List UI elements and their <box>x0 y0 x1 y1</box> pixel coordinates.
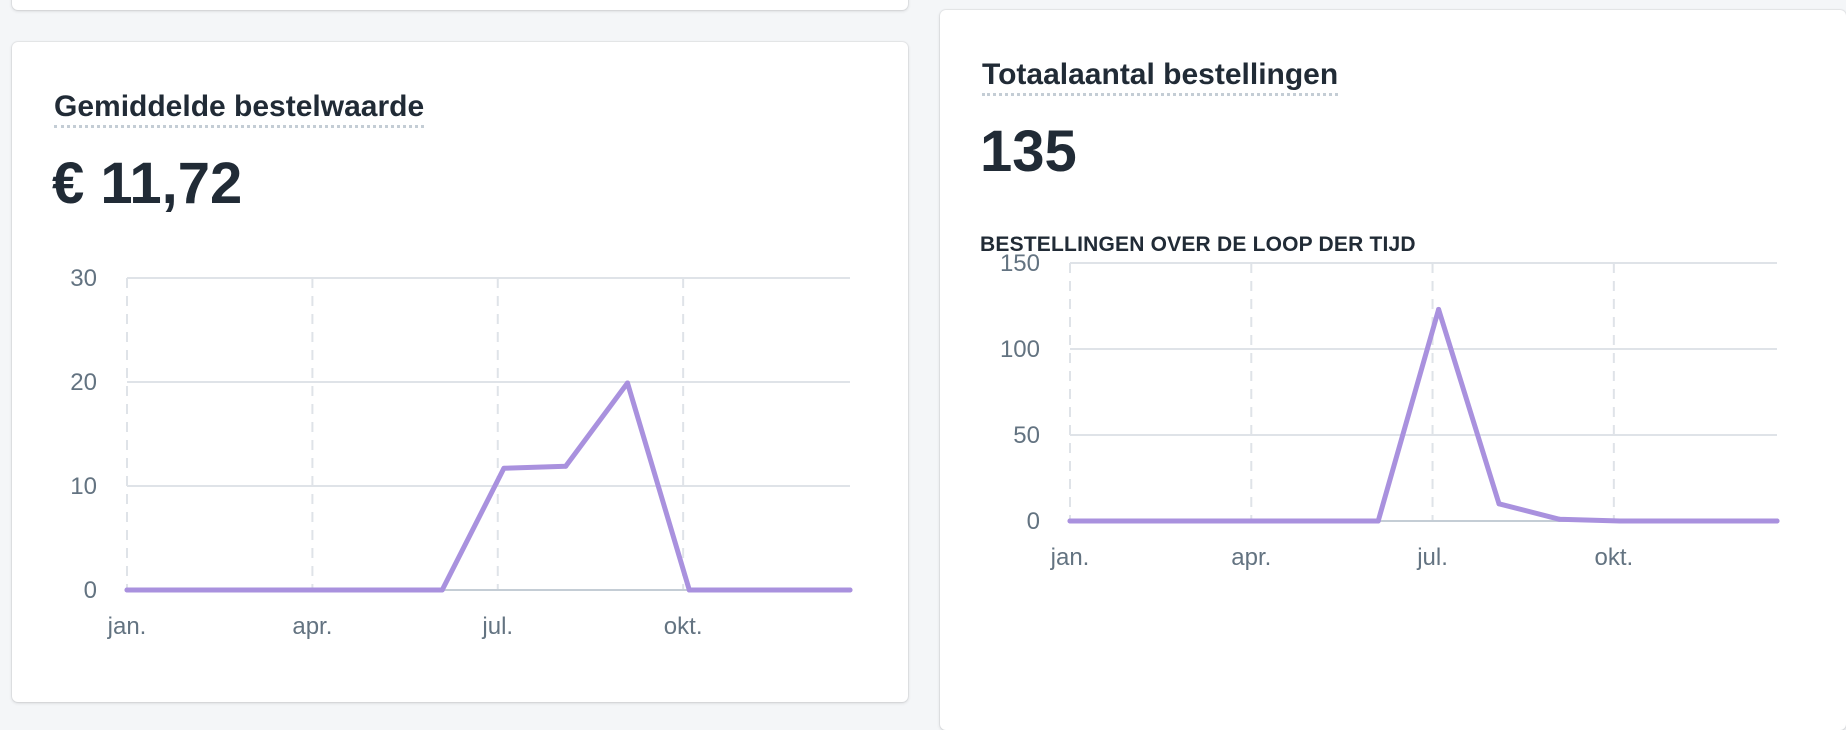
x-tick-label: apr. <box>292 613 332 640</box>
x-tick-label: okt. <box>664 613 703 640</box>
x-tick-label: jul. <box>481 613 513 640</box>
average-order-value-card: Gemiddelde bestelwaarde € 11,72 0 10 20 30 j… <box>12 42 908 702</box>
orders-over-time-chart: 0 50 100 150 jan. apr. jul. okt. <box>1000 250 1780 571</box>
chart-subheading: BESTELLINGEN OVER DE LOOP DER TIJD <box>980 233 1416 256</box>
y-tick-label: 100 <box>1000 336 1040 363</box>
x-tick-label: jan. <box>1050 544 1090 571</box>
data-point <box>1617 518 1623 524</box>
x-tick-label: jan. <box>107 613 147 640</box>
card-title[interactable]: Gemiddelde bestelwaarde <box>54 90 425 128</box>
y-tick-label: 10 <box>70 473 97 500</box>
data-point <box>686 587 692 593</box>
data-point <box>625 380 631 386</box>
top-card-partial <box>12 0 908 10</box>
data-point <box>1375 518 1381 524</box>
data-point <box>501 465 507 471</box>
y-tick-label: 30 <box>70 265 97 292</box>
x-tick-label: okt. <box>1595 544 1634 571</box>
metric-value: € 11,72 <box>52 151 243 216</box>
series-line <box>1067 306 1780 524</box>
y-tick-label: 150 <box>1000 250 1040 277</box>
y-tick-label: 0 <box>1027 508 1040 535</box>
x-tick-label: apr. <box>1231 544 1271 571</box>
total-orders-card: Totaalaantal bestellingen 135 BESTELLING… <box>940 10 1846 730</box>
card-title[interactable]: Totaalaantal bestellingen <box>982 58 1339 96</box>
data-point <box>563 463 569 469</box>
y-tick-label: 20 <box>70 369 97 396</box>
metric-value: 135 <box>980 119 1077 184</box>
data-point <box>1556 516 1562 522</box>
data-point <box>1067 518 1073 524</box>
data-point <box>1436 306 1442 312</box>
x-tick-label: jul. <box>1416 544 1448 571</box>
data-point <box>1774 518 1780 524</box>
y-tick-label: 0 <box>84 577 97 604</box>
data-point <box>439 587 445 593</box>
data-point <box>124 587 130 593</box>
average-order-value-chart: 0 10 20 30 jan. apr. jul. okt. <box>70 265 853 640</box>
y-tick-label: 50 <box>1013 422 1040 449</box>
data-point <box>847 587 853 593</box>
data-point <box>1496 501 1502 507</box>
